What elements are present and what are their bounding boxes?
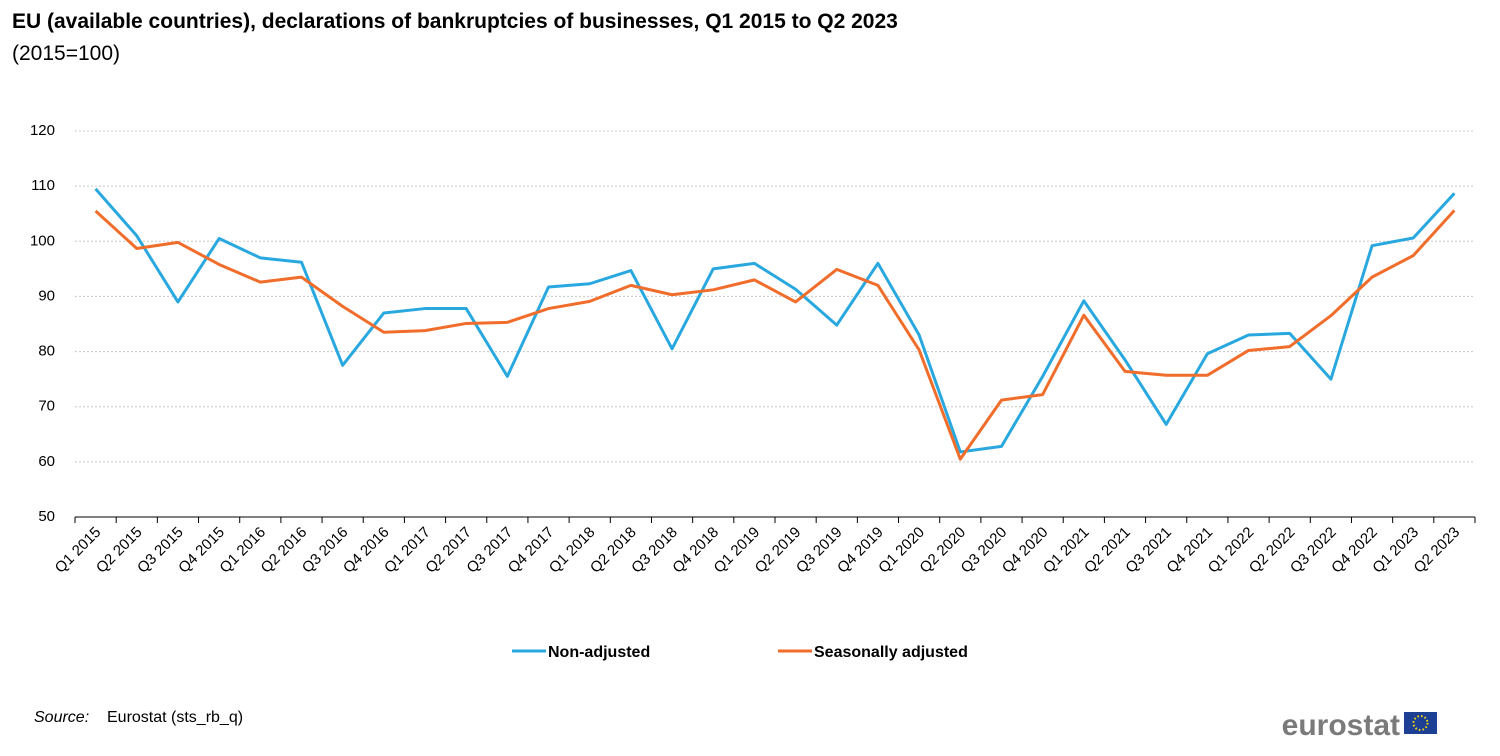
chart-subtitle: (2015=100) [12,42,120,65]
x-tick-label: Q2 2023 [1411,524,1464,577]
logo-text: eurostat [1282,709,1400,742]
source: Eurostat (sts_rb_q) [107,709,243,726]
y-tick-label: 60 [38,453,55,470]
series-line [94,209,1456,461]
y-tick-label: 80 [38,343,55,360]
legend-label: Seasonally adjusted [814,644,968,661]
y-tick-label: 110 [31,177,55,194]
y-tick-label: 50 [38,508,55,525]
y-tick-label: 90 [38,287,55,304]
y-tick-label: 70 [38,398,55,415]
series-line [94,187,1456,454]
y-tick-label: 120 [30,122,55,139]
y-tick-label: 100 [30,232,55,249]
legend-label: Non-adjusted [548,644,650,661]
eu-flag [1404,712,1437,734]
chart-title: EU (available countries), declarations o… [12,10,898,33]
source-label: Source: [34,709,89,726]
